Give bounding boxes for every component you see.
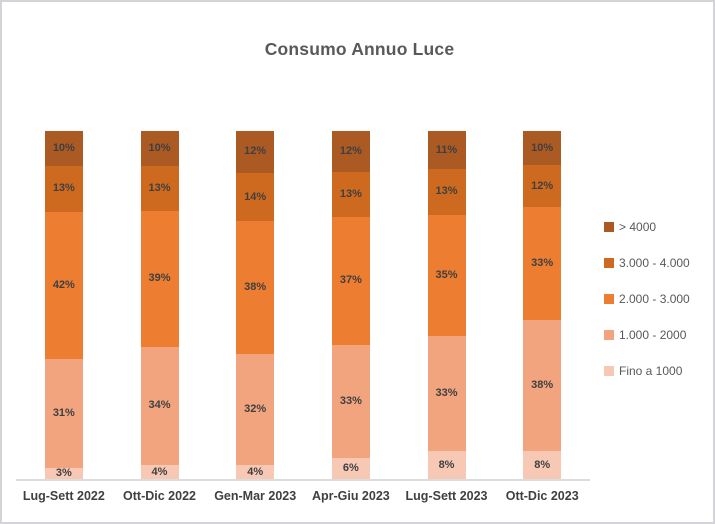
- segment-value-label: 12%: [531, 179, 554, 192]
- category-slot: 11% 13% 35% 33% 8%: [399, 131, 495, 479]
- bar-segment: 31%: [44, 359, 83, 469]
- segment-value-label: 33%: [339, 394, 362, 407]
- segment-value-label: 42%: [52, 279, 75, 292]
- segment-value-label: 10%: [148, 141, 171, 154]
- bar-segment: 10%: [44, 131, 83, 167]
- x-axis-label: Lug-Sett 2023: [405, 489, 488, 503]
- bar-segment: 39%: [140, 211, 179, 347]
- segment-value-label: 13%: [52, 182, 75, 195]
- segment-value-label: 8%: [534, 458, 551, 471]
- bar-segment: 8%: [427, 451, 466, 479]
- stacked-bar: 10% 13% 39% 34% 4%: [140, 131, 179, 479]
- bar-segment: 13%: [427, 169, 466, 215]
- bar-segment: 32%: [236, 353, 275, 466]
- bar-segment: 35%: [427, 214, 466, 337]
- bar-segment: 13%: [331, 172, 370, 218]
- category-slot: 12% 14% 38% 32% 4%: [207, 131, 303, 479]
- x-axis-label: Ott-Dic 2022: [123, 489, 196, 503]
- x-axis-label: Ott-Dic 2023: [505, 489, 579, 503]
- segment-value-label: 6%: [342, 462, 359, 475]
- segment-value-label: 39%: [148, 272, 171, 285]
- x-axis-label: Apr-Giu 2023: [311, 489, 390, 503]
- segment-value-label: 37%: [339, 274, 362, 287]
- bar-segment: 13%: [140, 165, 179, 212]
- segment-value-label: 4%: [151, 465, 168, 478]
- legend-label: > 4000: [619, 220, 657, 234]
- bar-segment: 14%: [236, 172, 275, 222]
- segment-value-label: 8%: [438, 458, 455, 471]
- segment-value-label: 14%: [244, 190, 267, 203]
- stacked-bar: 11% 13% 35% 33% 8%: [427, 131, 466, 479]
- segment-value-label: 32%: [244, 402, 267, 415]
- segment-value-label: 13%: [148, 181, 171, 194]
- legend-swatch-icon: [604, 258, 614, 268]
- bar-segment: 3%: [44, 467, 83, 480]
- segment-value-label: 33%: [531, 257, 554, 270]
- bar-segment: 12%: [523, 165, 562, 207]
- legend-swatch-icon: [604, 222, 614, 232]
- legend: > 4000 3.000 - 4.000 2.000 - 3.000 1.000 - …: [604, 220, 690, 378]
- legend-item: > 4000: [604, 220, 690, 234]
- segment-value-label: 35%: [435, 268, 458, 281]
- bar-segment: 34%: [140, 346, 179, 466]
- segment-value-label: 10%: [52, 142, 75, 155]
- legend-label: Fino a 1000: [619, 364, 683, 378]
- legend-item: Fino a 1000: [604, 364, 690, 378]
- x-axis-label: Lug-Sett 2022: [22, 489, 105, 503]
- plot-area: 10% 13% 42% 31% 3% 10% 13% 39% 34% 4% 12% 14% 38% 32%…: [16, 131, 590, 479]
- bar-segment: 12%: [236, 131, 275, 173]
- segment-value-label: 13%: [339, 188, 362, 201]
- stacked-bar: 10% 12% 33% 38% 8%: [523, 131, 562, 479]
- segment-value-label: 12%: [339, 145, 362, 158]
- bar-segment: 11%: [427, 131, 466, 170]
- segment-value-label: 12%: [244, 145, 267, 158]
- legend-label: 3.000 - 4.000: [619, 256, 690, 270]
- bar-segment: 42%: [44, 211, 83, 360]
- bar-segment: 33%: [523, 206, 562, 321]
- bar-segment: 8%: [523, 451, 562, 479]
- legend-swatch-icon: [604, 366, 614, 376]
- legend-item: 1.000 - 2000: [604, 328, 690, 342]
- x-axis-labels: Lug-Sett 2022 Ott-Dic 2022 Gen-Mar 2023 Apr…: [16, 489, 590, 503]
- stacked-bar: 10% 13% 42% 31% 3%: [44, 131, 83, 480]
- chart-title: Consumo Annuo Luce: [264, 39, 455, 59]
- x-axis-line: [16, 479, 590, 481]
- bar-segment: 13%: [44, 166, 83, 212]
- bar-segment: 38%: [523, 320, 562, 452]
- segment-value-label: 4%: [247, 465, 264, 478]
- category-slot: 10% 12% 33% 38% 8%: [494, 131, 590, 479]
- bar-segment: 4%: [140, 465, 179, 479]
- segment-value-label: 38%: [531, 379, 554, 392]
- bar-segment: 38%: [236, 221, 275, 354]
- segment-value-label: 38%: [244, 281, 267, 294]
- segment-value-label: 10%: [531, 141, 554, 154]
- segment-value-label: 13%: [435, 185, 458, 198]
- segment-value-label: 31%: [52, 407, 75, 420]
- legend-item: 2.000 - 3.000: [604, 292, 690, 306]
- segment-value-label: 11%: [435, 143, 458, 156]
- category-slot: 12% 13% 37% 33% 6%: [303, 131, 399, 479]
- bar-segment: 10%: [140, 131, 179, 166]
- stacked-bar: 12% 13% 37% 33% 6%: [331, 131, 370, 479]
- category-slot: 10% 13% 39% 34% 4%: [112, 131, 208, 479]
- bar-segment: 6%: [331, 458, 370, 479]
- bar-segment: 37%: [331, 217, 370, 345]
- bar-segment: 33%: [331, 344, 370, 459]
- segment-value-label: 3%: [55, 467, 72, 480]
- bar-segment: 10%: [523, 131, 562, 166]
- bar-segment: 4%: [236, 465, 275, 479]
- legend-label: 1.000 - 2000: [619, 328, 687, 342]
- bar-segment: 12%: [331, 131, 370, 173]
- legend-item: 3.000 - 4.000: [604, 256, 690, 270]
- stacked-bar: 12% 14% 38% 32% 4%: [236, 131, 275, 479]
- bar-segment: 33%: [427, 336, 466, 452]
- legend-swatch-icon: [604, 294, 614, 304]
- category-slot: 10% 13% 42% 31% 3%: [16, 131, 112, 479]
- segment-value-label: 33%: [435, 387, 458, 400]
- legend-label: 2.000 - 3.000: [619, 292, 690, 306]
- legend-swatch-icon: [604, 330, 614, 340]
- x-axis-label: Gen-Mar 2023: [214, 489, 297, 503]
- segment-value-label: 34%: [148, 399, 171, 412]
